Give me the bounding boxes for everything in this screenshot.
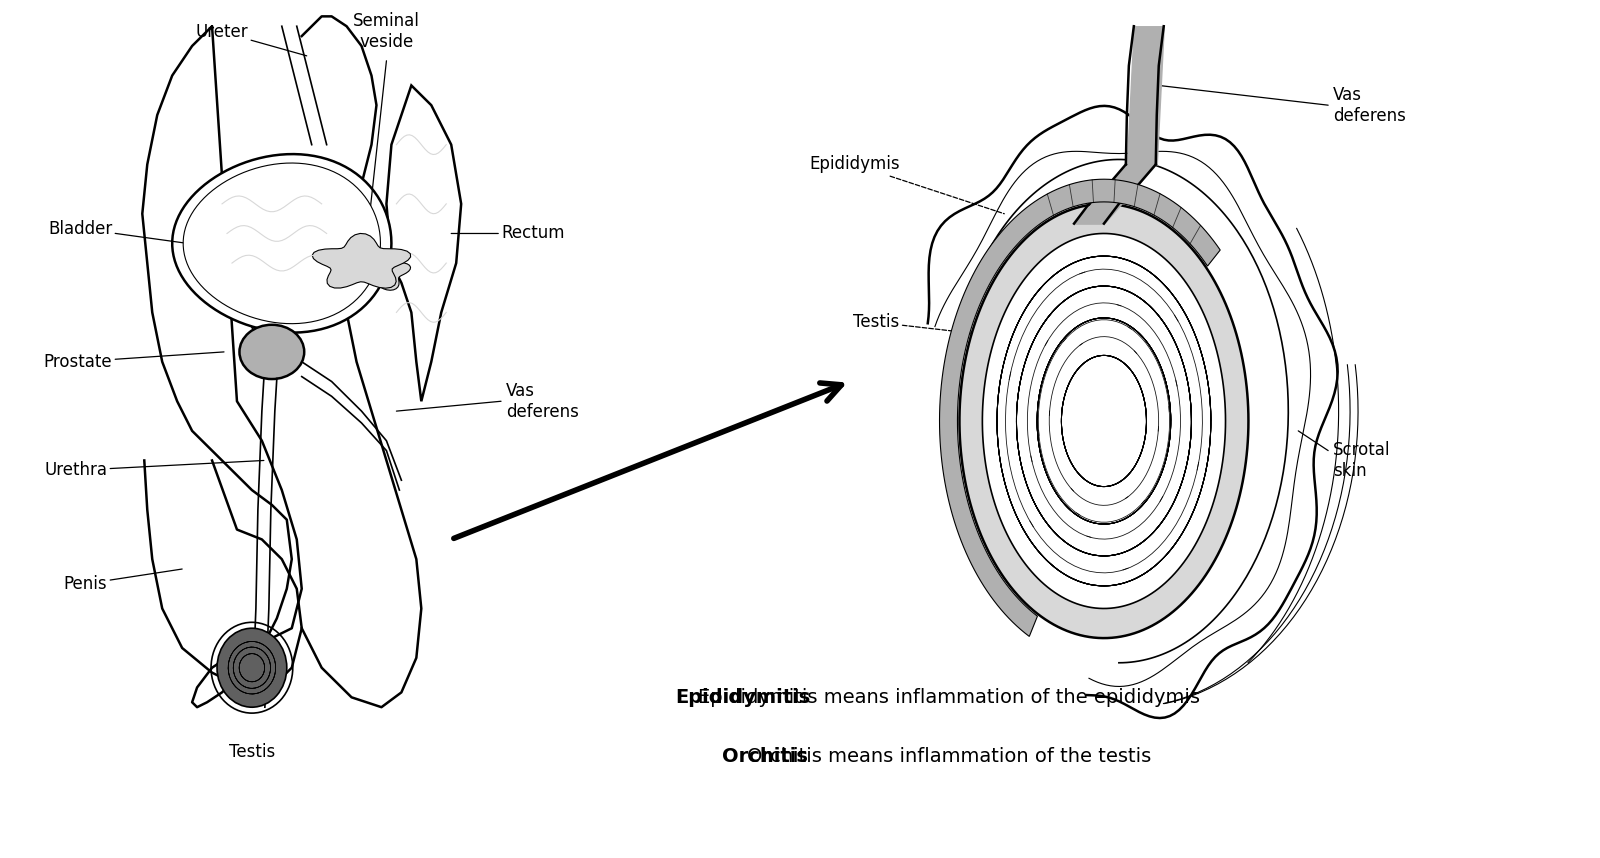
Ellipse shape [240,325,304,379]
Text: Urethra: Urethra [45,461,264,480]
Text: Epididymitis: Epididymitis [675,688,811,707]
Text: Vas
deferens: Vas deferens [506,382,579,420]
Polygon shape [387,86,461,402]
Text: Orchitis means inflammation of the testis: Orchitis means inflammation of the testi… [747,747,1152,766]
Text: Scrotal
skin: Scrotal skin [1333,441,1390,480]
Polygon shape [352,256,411,290]
Text: Penis: Penis [64,569,182,593]
Text: Bladder: Bladder [48,220,187,244]
Text: Testis: Testis [853,313,1050,342]
Ellipse shape [218,628,286,707]
Text: Seminal
veside: Seminal veside [354,12,419,51]
Text: Orchitis: Orchitis [722,747,808,766]
Polygon shape [982,233,1226,608]
Text: Ureter: Ureter [195,23,307,56]
Polygon shape [182,163,381,323]
Text: Epididymitis means inflammation of the epididymis: Epididymitis means inflammation of the e… [699,688,1200,707]
Polygon shape [312,233,411,288]
Text: Vas
deferens: Vas deferens [1333,86,1406,124]
Text: Testis: Testis [229,742,275,760]
Text: Epididymis: Epididymis [810,155,1005,214]
Text: Rectum: Rectum [451,225,565,243]
Polygon shape [939,179,1221,637]
Polygon shape [173,154,392,333]
Polygon shape [960,204,1248,638]
Text: Prostate: Prostate [43,352,224,371]
